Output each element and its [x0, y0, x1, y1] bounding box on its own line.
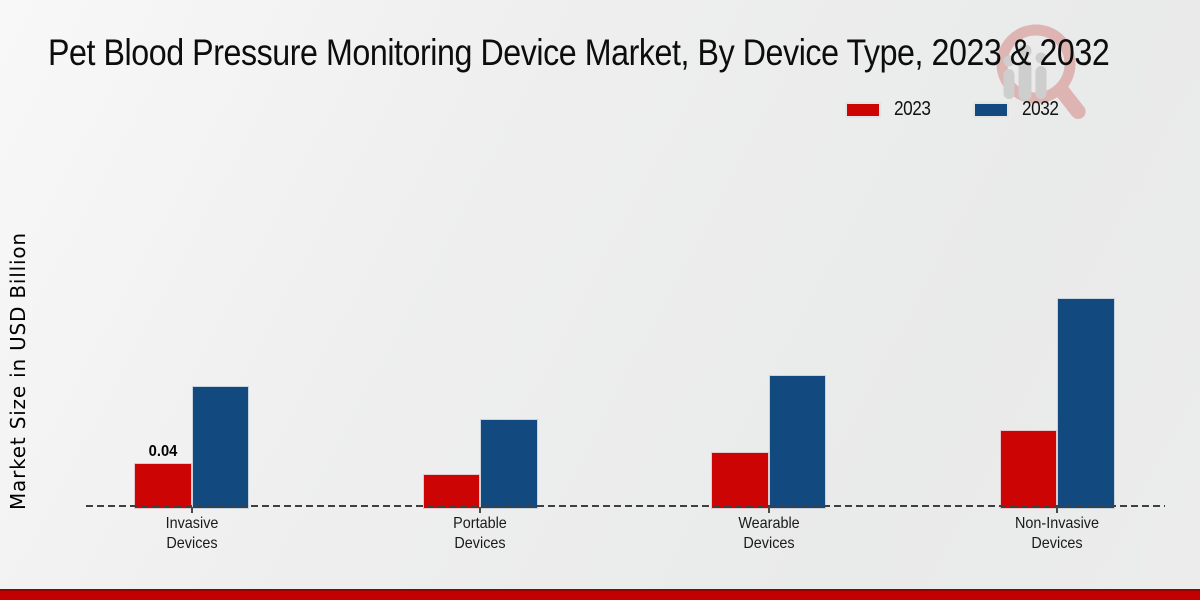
- legend-swatch-2023: [845, 101, 881, 118]
- category-label-invasive-devices: Invasive Devices: [165, 515, 218, 552]
- category-label-wearable-devices: Wearable Devices: [737, 515, 800, 552]
- chart-title: Pet Blood Pressure Monitoring Device Mar…: [48, 32, 1110, 73]
- category-label-non-invasive-devices: Non-Invasive Devices: [1014, 515, 1100, 552]
- legend-swatch-2032: [972, 101, 1009, 118]
- bar-2023-portable-devices: [422, 474, 480, 509]
- bar-2023-wearable-devices: [711, 452, 769, 509]
- x-axis-baseline: [86, 505, 1165, 507]
- bar-2032-wearable-devices: [768, 375, 826, 509]
- y-axis-label: Market Size in USD Billion: [6, 232, 30, 510]
- bar-2032-portable-devices: [480, 419, 538, 509]
- legend-label-2023: 2023: [894, 98, 931, 120]
- legend-label-2032: 2032: [1021, 98, 1059, 120]
- market-research-logo-watermark-icon: [983, 6, 1101, 133]
- bottom-accent-strip: [0, 589, 1200, 600]
- bar-2023-non-invasive-devices: [999, 430, 1057, 509]
- bar-2032-non-invasive-devices: [1057, 298, 1115, 509]
- x-axis-tick: [190, 507, 193, 513]
- x-axis-tick: [479, 507, 481, 513]
- bar-value-label: 0.04: [148, 443, 178, 460]
- category-label-portable-devices: Portable Devices: [453, 515, 507, 552]
- bar-2032-invasive-devices: [191, 386, 249, 509]
- legend-item-2032: 2032: [972, 98, 1065, 121]
- bar-2023-invasive-devices: [134, 463, 192, 509]
- legend: 2023 2032: [845, 98, 1064, 121]
- legend-item-2023: 2023: [845, 98, 937, 121]
- x-axis-tick: [767, 507, 770, 513]
- x-axis-tick: [1056, 507, 1058, 513]
